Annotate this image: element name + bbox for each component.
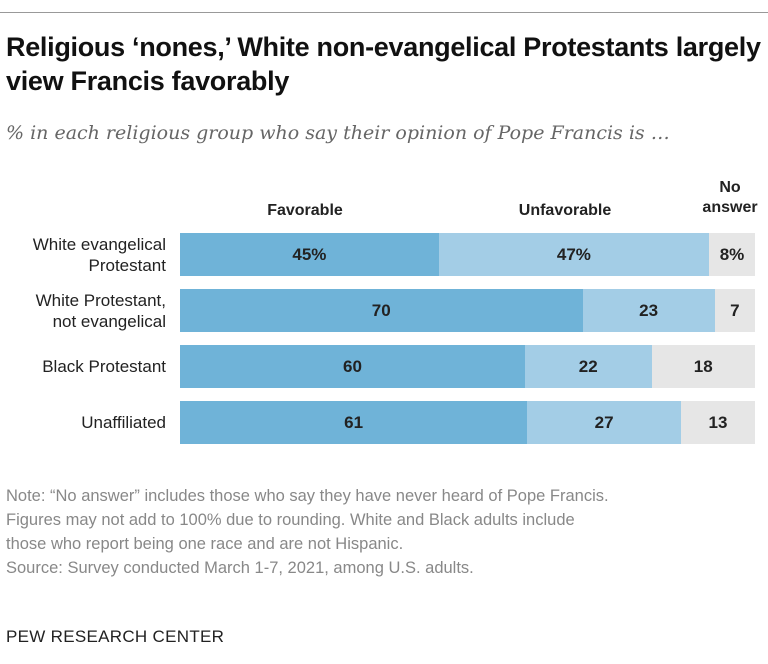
category-label: Black Protestant [0,356,166,377]
stacked-bar: 70 23 7 [180,289,755,332]
data-label: 47% [556,244,591,264]
data-label: 7 [730,300,740,320]
pew-logo: PEW RESEARCH CENTER [6,627,225,646]
category-label-line: White Protestant, [35,290,166,310]
data-label: 70 [371,300,391,320]
legend-unfavorable: Unfavorable [518,202,612,219]
chart-title: Religious ‘nones,’ White non-evangelical… [6,32,761,96]
data-label: 27 [594,412,614,432]
legend-favorable: Favorable [267,202,343,219]
data-label: 13 [708,412,728,432]
bar-segment-no-answer: 7 [714,289,755,332]
chart-subtitle: % in each religious group who say their … [6,122,670,144]
note-line: Note: “No answer” includes those who say… [6,487,609,505]
bar-segment-favorable: 60 [180,345,525,388]
legend-no-answer-line2: answer [702,199,758,216]
bar-segment-no-answer: 13 [680,401,755,444]
bar-segment-favorable: 61 [180,401,528,444]
notes: Note: “No answer” includes those who say… [6,484,609,580]
category-label-line: Unaffiliated [81,413,166,432]
bar-segment-favorable: 45% [180,233,439,276]
data-label: 8% [719,244,745,264]
category-label-line: not evangelical [52,311,166,331]
data-label: 18 [693,356,713,376]
bar-segment-no-answer: 18 [651,345,755,388]
source-line: Source: Survey conducted March 1-7, 2021… [6,559,474,577]
data-label: 60 [343,356,362,376]
stacked-bar: 61 27 13 [180,401,755,444]
bar-segment-no-answer: 8% [709,233,755,276]
stacked-bar: 60 22 18 [180,345,755,388]
data-label: 61 [344,412,364,432]
category-label-line: Black Protestant [42,357,166,376]
bar-segment-unfavorable: 47% [438,233,709,276]
bar-segment-favorable: 70 [180,289,583,332]
legend-no-answer: No answer [700,178,760,218]
category-label: White Protestant, not evangelical [0,290,166,332]
category-label-line: Protestant [88,255,167,275]
note-line: Figures may not add to 100% due to round… [6,511,575,529]
category-label: White evangelical Protestant [0,234,166,276]
data-label: 22 [578,356,598,376]
data-label: 45% [292,244,327,264]
data-label: 23 [639,300,659,320]
stacked-bar: 45% 47% 8% [180,233,755,276]
category-label-line: White evangelical [32,234,166,254]
bar-segment-unfavorable: 23 [582,289,715,332]
top-rule [0,12,768,13]
bar-segment-unfavorable: 22 [525,345,652,388]
bar-segment-unfavorable: 27 [527,401,681,444]
category-label: Unaffiliated [0,412,166,433]
legend-no-answer-line1: No [719,179,741,196]
note-line: those who report being one race and are … [6,535,404,553]
